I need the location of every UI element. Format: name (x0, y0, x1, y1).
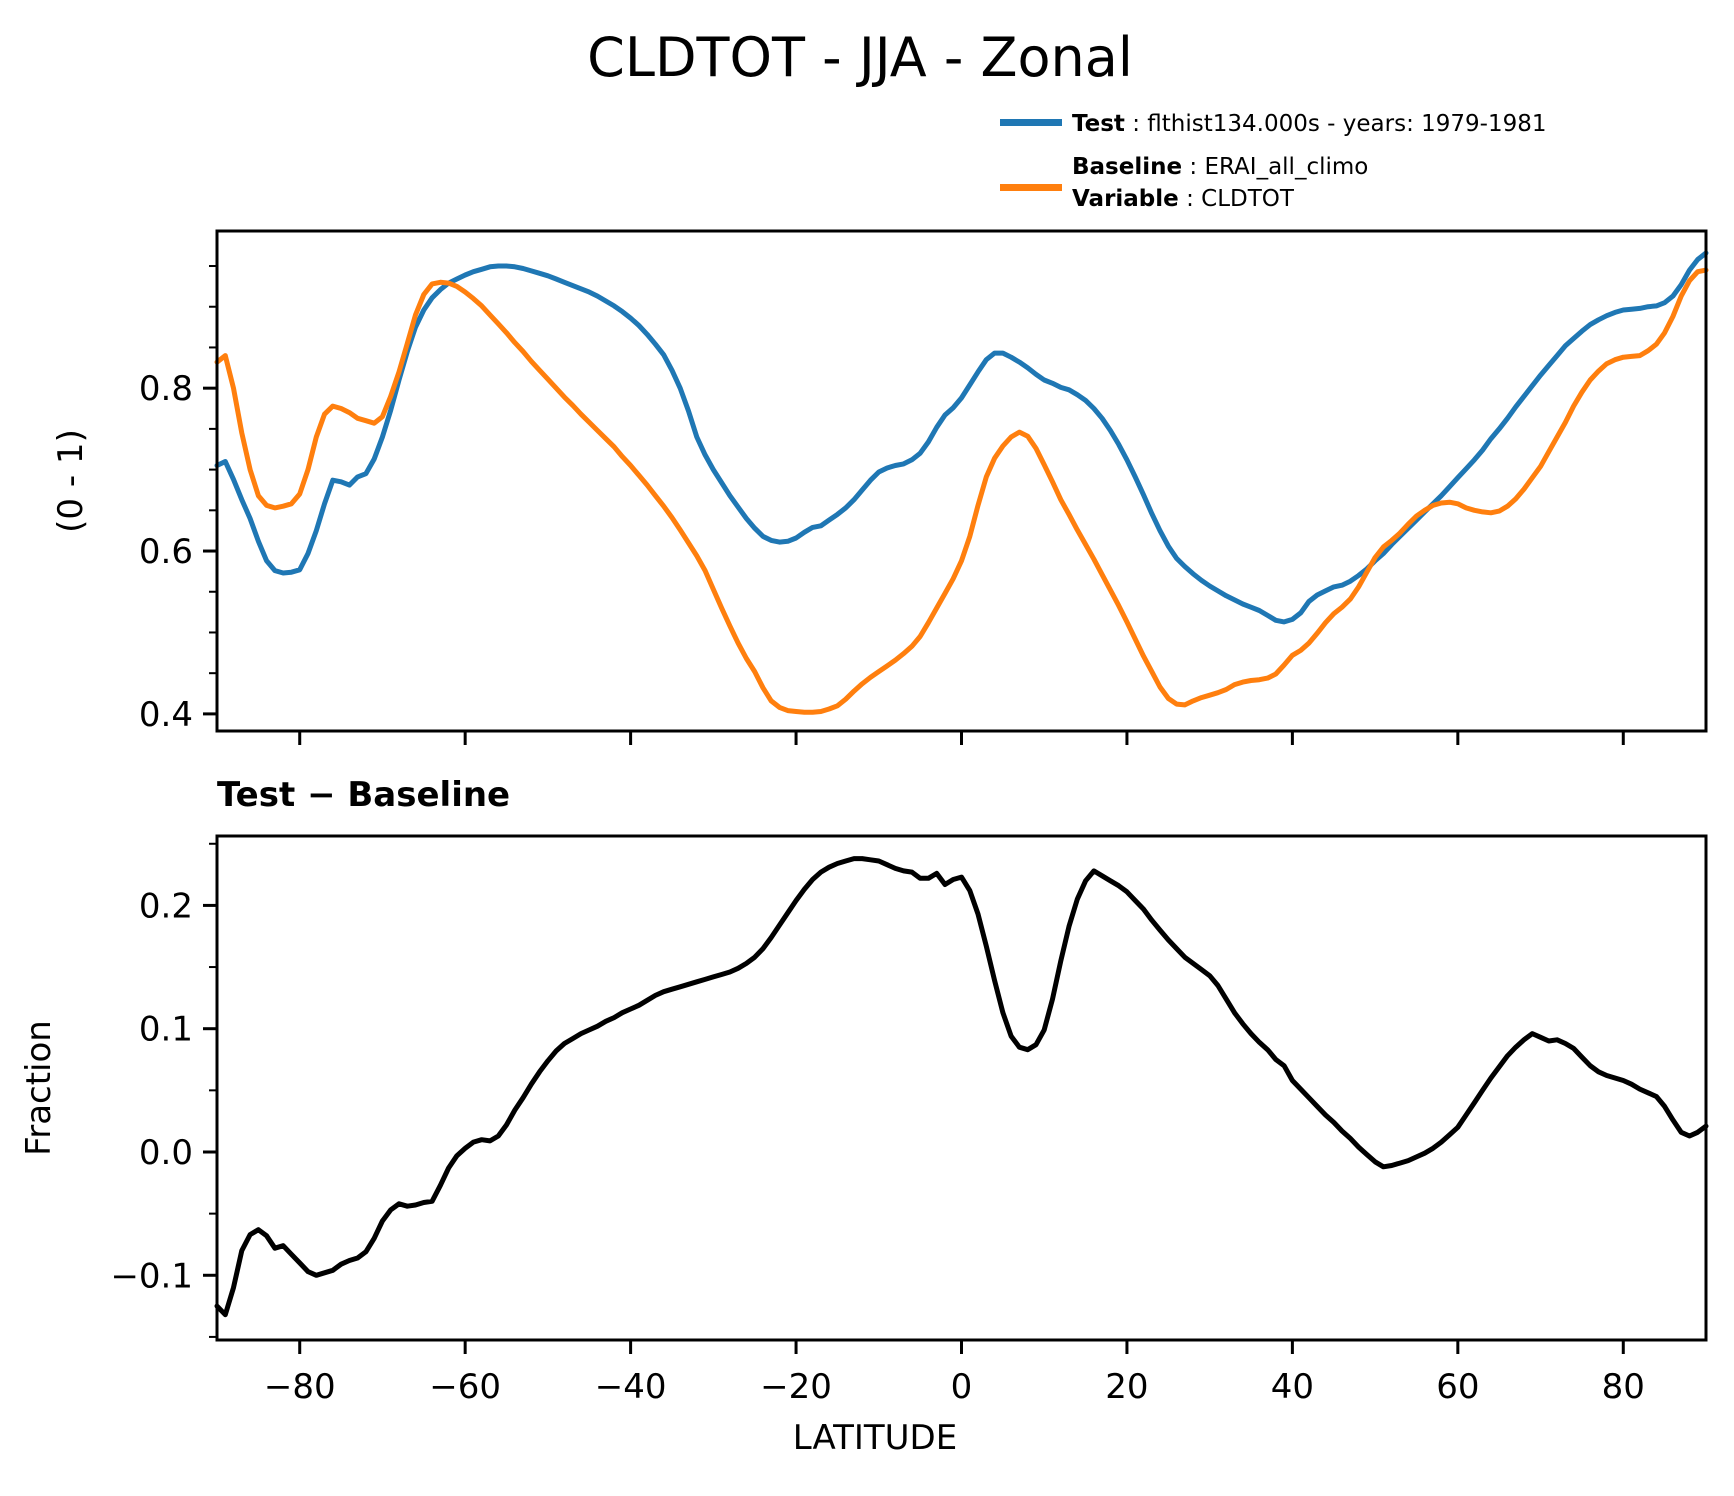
y-tick-label: 0.1 (139, 1010, 193, 1050)
legend-baseline-entry: Baseline : ERAI_all_climo (1072, 154, 1368, 180)
legend-variable-entry: Variable : CLDTOT (1072, 186, 1295, 212)
x-tick-label: 60 (1436, 1367, 1479, 1407)
legend-variable-text: : CLDTOT (1179, 186, 1295, 212)
legend-test-swatch (1000, 119, 1062, 126)
x-tick-label: −80 (264, 1367, 336, 1407)
y-tick-label: −0.1 (110, 1256, 193, 1296)
x-tick-label: −60 (429, 1367, 501, 1407)
legend-test-text: : flthist134.000s - years: 1979-1981 (1125, 111, 1547, 137)
legend-baseline-swatch (1000, 184, 1062, 191)
legend-variable-label: Variable (1072, 186, 1179, 212)
bottom-y-axis-label: Fraction (19, 1020, 59, 1156)
y-tick-label: 0.8 (139, 369, 193, 409)
x-tick-label: −20 (760, 1367, 832, 1407)
difference-panel-title: Test − Baseline (217, 775, 510, 815)
legend-baseline-text: : ERAI_all_climo (1182, 154, 1368, 180)
x-tick-label: 80 (1602, 1367, 1645, 1407)
axes-frame (215, 834, 1708, 1342)
legend-test-label: Test (1072, 111, 1125, 137)
top-y-axis-label: (0 - 1) (51, 429, 91, 533)
x-tick-label: 40 (1271, 1367, 1314, 1407)
curve-test (214, 250, 1709, 625)
legend-test-entry: Test : flthist134.000s - years: 1979-198… (1072, 111, 1547, 137)
page-title: CLDTOT - JJA - Zonal (587, 26, 1133, 89)
y-tick-label: 0.6 (139, 532, 193, 572)
axes-frame (215, 229, 1708, 733)
y-tick-label: 0.2 (139, 886, 193, 926)
legend-baseline-label: Baseline (1072, 154, 1182, 180)
y-tick-label: 0.0 (139, 1133, 193, 1173)
curve-baseline (214, 267, 1709, 715)
x-axis-label: LATITUDE (793, 1418, 957, 1458)
plot-bottom: −0.1 0.0 0.1 0.2 −80 −60 −40 −20 0 20 40 60 80 (110, 834, 1709, 1407)
x-tick-label: 0 (951, 1367, 973, 1407)
plot-top: 0.4 0.6 0.8 (139, 229, 1709, 745)
legend: Test : flthist134.000s - years: 1979-198… (1000, 111, 1547, 212)
x-tick-label: −40 (595, 1367, 667, 1407)
x-tick-label: 20 (1105, 1367, 1148, 1407)
y-tick-label: 0.4 (139, 695, 193, 735)
curve-difference (214, 856, 1709, 1318)
